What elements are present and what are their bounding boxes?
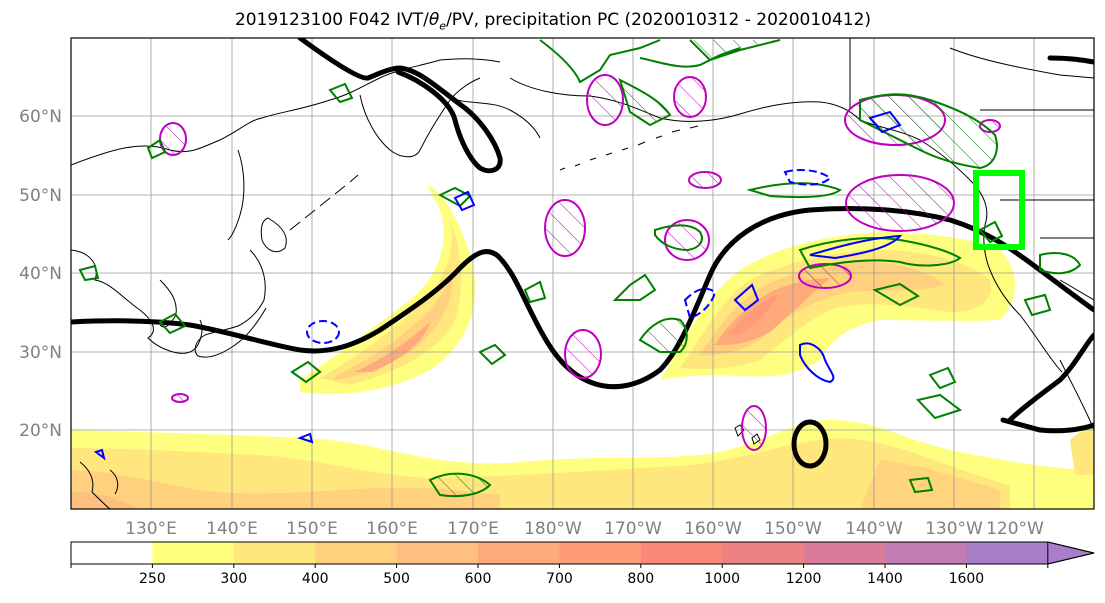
lon-label-120w: 120°W: [986, 519, 1044, 539]
lat-label-50: 50°N: [19, 186, 62, 206]
colorbar: 250 300 400 500 600 700 800 1000 1200 1400 1600: [70, 541, 1095, 587]
colorbar-tick-label: 400: [302, 571, 329, 587]
colorbar-tick-label: 800: [627, 571, 654, 587]
title-theta-sub: e: [439, 19, 447, 33]
colorbar-tick-label: 1600: [949, 571, 985, 587]
colorbar-swatch: [478, 542, 560, 564]
colorbar-tick-label: 300: [220, 571, 247, 587]
colorbar-swatch: [722, 542, 805, 564]
page-title: 2019123100 F042 IVT/θe/PV, precipitation…: [0, 10, 1105, 32]
lat-label-30: 30°N: [19, 343, 62, 363]
lat-label-20: 20°N: [19, 421, 62, 441]
positive-pc-contours: [78, 39, 1082, 498]
lat-label-40: 40°N: [19, 264, 62, 284]
colorbar-swatch: [71, 542, 153, 564]
lat-label-60: 60°N: [19, 107, 62, 127]
colorbar-swatch: [233, 542, 316, 564]
title-prefix: 2019123100 F042 IVT/: [234, 10, 429, 30]
lon-label-140w: 140°W: [845, 519, 903, 539]
lon-label-130e: 130°E: [125, 519, 177, 539]
colorbar-outline: [70, 541, 1095, 565]
lon-label-150e: 150°E: [286, 519, 338, 539]
negative-pc-contours: [93, 110, 903, 461]
colorbar-swatch: [885, 542, 967, 564]
colorbar-swatch: [396, 542, 479, 564]
latitude-labels: 60°N 50°N 40°N 30°N 20°N: [19, 107, 62, 441]
lon-label-160w: 160°W: [684, 519, 742, 539]
lon-label-170e: 170°E: [447, 519, 499, 539]
lon-label-170w: 170°W: [604, 519, 662, 539]
colorbar-tick-label: 1400: [867, 571, 903, 587]
colorbar-tick-label: 500: [383, 571, 410, 587]
colorbar-swatch: [559, 542, 642, 564]
colorbar-tick-label: 700: [546, 571, 573, 587]
title-suffix: /PV, precipitation PC (2020010312 - 2020…: [446, 10, 872, 30]
colorbar-swatch: [640, 542, 723, 564]
map-frame: [70, 37, 1095, 510]
highlight-box: [973, 170, 1025, 250]
title-theta: θ: [428, 10, 440, 30]
lon-label-180w: 180°W: [524, 519, 582, 539]
lon-label-140e: 140°E: [206, 519, 258, 539]
map-area: [71, 38, 1094, 509]
colorbar-swatch: [315, 542, 398, 564]
colorbar-tick-label: 600: [465, 571, 492, 587]
colorbar-tick-label: 1000: [704, 571, 740, 587]
colorbar-swatch: [803, 542, 886, 564]
colorbar-swatch: [152, 542, 235, 564]
ivt-shading: [71, 185, 1094, 509]
lon-label-150w: 150°W: [764, 519, 822, 539]
colorbar-tick-label: 250: [139, 571, 166, 587]
longitude-labels: 130°E 140°E 150°E 160°E 170°E 180°W 170°…: [125, 519, 1044, 539]
colorbar-extend-arrow: [1047, 541, 1095, 565]
colorbar-swatch: [966, 542, 1049, 564]
lon-label-160e: 160°E: [366, 519, 418, 539]
lon-label-130w: 130°W: [925, 519, 983, 539]
colorbar-tick-label: 1200: [786, 571, 822, 587]
